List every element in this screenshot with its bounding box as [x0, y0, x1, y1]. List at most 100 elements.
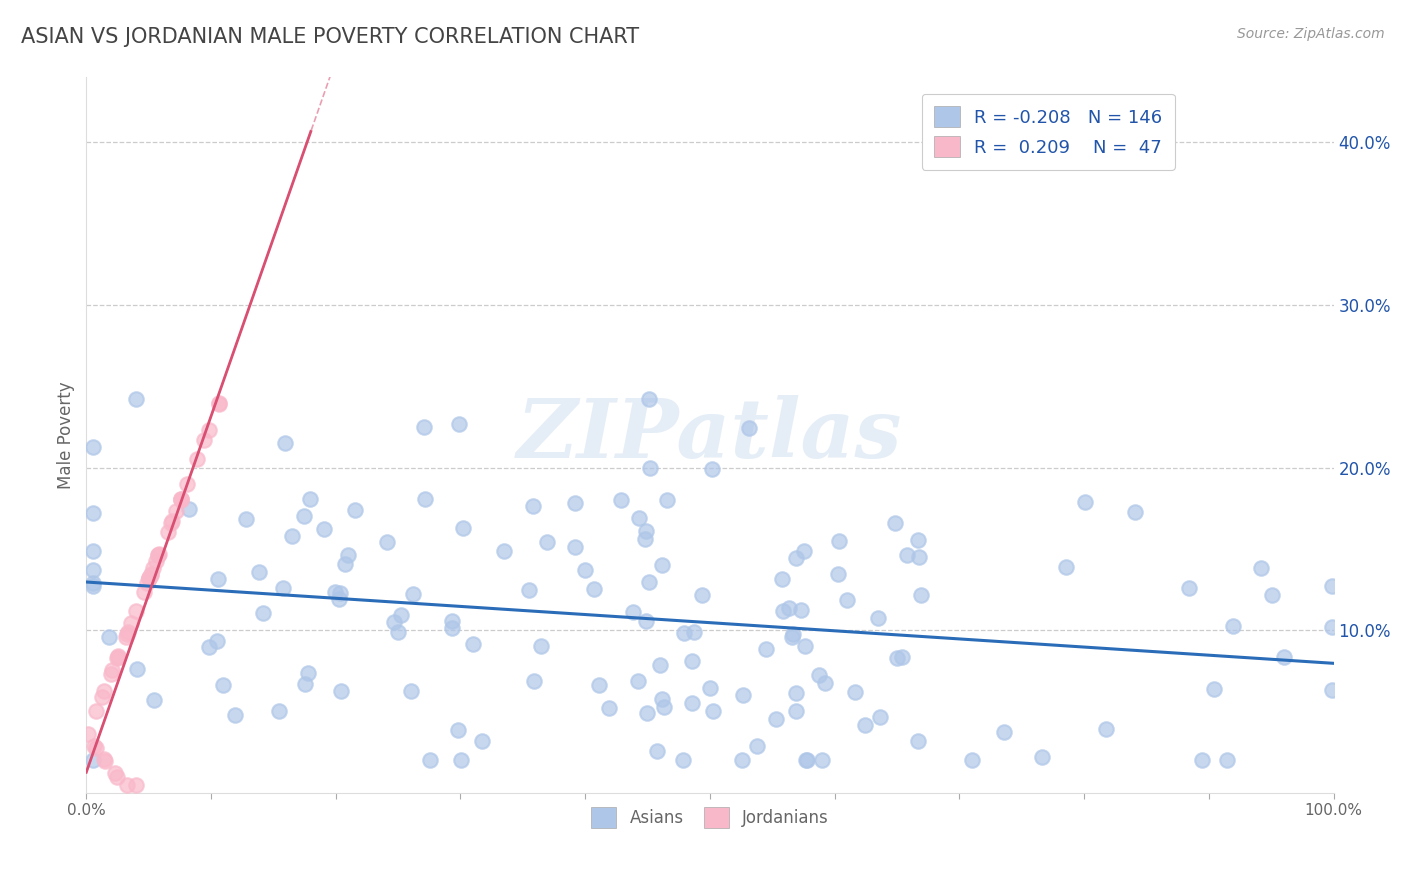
Point — [690, 588, 713, 602]
Point — [636, 615, 658, 629]
Point — [447, 723, 470, 737]
Point — [910, 588, 932, 602]
Point — [207, 572, 229, 586]
Point — [177, 501, 200, 516]
Point — [138, 571, 160, 585]
Point — [790, 603, 813, 617]
Point — [382, 615, 405, 629]
Point — [336, 549, 359, 563]
Point — [785, 686, 807, 700]
Legend: Asians, Jordanians: Asians, Jordanians — [585, 801, 835, 834]
Point — [115, 778, 138, 792]
Point — [274, 436, 297, 450]
Point — [450, 753, 472, 767]
Point — [142, 561, 165, 575]
Point — [93, 752, 115, 766]
Point — [523, 673, 546, 688]
Point — [387, 625, 409, 640]
Text: Source: ZipAtlas.com: Source: ZipAtlas.com — [1237, 27, 1385, 41]
Point — [269, 704, 291, 718]
Point — [700, 461, 723, 475]
Point — [782, 630, 804, 644]
Point — [681, 696, 703, 710]
Point — [907, 734, 929, 748]
Point — [329, 684, 352, 698]
Point — [208, 395, 231, 409]
Point — [828, 533, 851, 548]
Point — [652, 700, 675, 714]
Point — [294, 677, 316, 691]
Point — [810, 753, 832, 767]
Point — [235, 512, 257, 526]
Point — [1204, 682, 1226, 697]
Point — [672, 753, 695, 767]
Point — [299, 491, 322, 506]
Point — [208, 397, 231, 411]
Point — [197, 423, 219, 437]
Point — [755, 641, 778, 656]
Point — [610, 493, 633, 508]
Point — [82, 506, 104, 520]
Point — [132, 585, 155, 599]
Point — [441, 614, 464, 628]
Point — [1123, 505, 1146, 519]
Point — [193, 433, 215, 447]
Point — [522, 499, 544, 513]
Point — [160, 516, 183, 530]
Point — [98, 630, 121, 644]
Point — [333, 557, 356, 571]
Point — [896, 548, 918, 562]
Point — [297, 665, 319, 680]
Point — [84, 741, 107, 756]
Point — [212, 678, 235, 692]
Point — [855, 718, 877, 732]
Point — [770, 572, 793, 586]
Point — [634, 532, 657, 546]
Point — [1320, 579, 1343, 593]
Point — [440, 621, 463, 635]
Point — [93, 684, 115, 698]
Point — [136, 576, 159, 591]
Point — [866, 611, 889, 625]
Point — [793, 544, 815, 558]
Point — [886, 650, 908, 665]
Point — [1095, 722, 1118, 736]
Point — [145, 554, 167, 568]
Point — [745, 739, 768, 753]
Point — [640, 460, 662, 475]
Point — [993, 725, 1015, 739]
Point — [657, 492, 679, 507]
Point — [143, 693, 166, 707]
Point — [148, 548, 170, 562]
Point — [82, 440, 104, 454]
Point — [82, 544, 104, 558]
Point — [138, 571, 160, 585]
Point — [1178, 581, 1201, 595]
Point — [1031, 749, 1053, 764]
Point — [138, 572, 160, 586]
Point — [461, 637, 484, 651]
Point — [634, 524, 657, 538]
Point — [699, 681, 721, 695]
Point — [280, 529, 302, 543]
Point — [884, 516, 907, 530]
Point — [471, 734, 494, 748]
Point — [588, 678, 610, 692]
Point — [1322, 682, 1344, 697]
Point — [292, 509, 315, 524]
Point — [778, 601, 800, 615]
Point — [84, 704, 107, 718]
Point — [82, 576, 104, 591]
Point — [794, 753, 817, 767]
Point — [389, 607, 412, 622]
Point — [125, 604, 148, 618]
Point — [651, 692, 673, 706]
Point — [681, 654, 703, 668]
Point — [413, 420, 436, 434]
Point — [451, 521, 474, 535]
Point — [1074, 495, 1097, 509]
Point — [139, 566, 162, 581]
Point — [1216, 753, 1239, 767]
Point — [564, 496, 586, 510]
Point — [628, 511, 651, 525]
